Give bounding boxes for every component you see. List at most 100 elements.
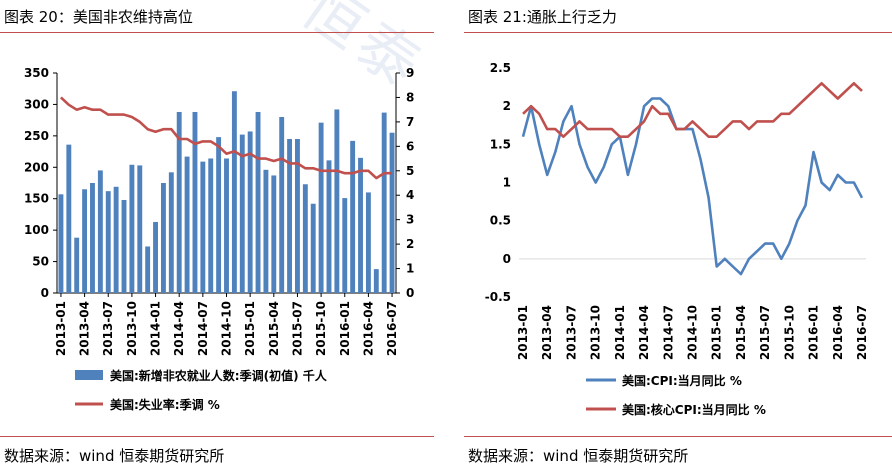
bar [231,91,237,293]
bar [247,131,253,293]
bar [82,189,88,293]
bar [271,175,277,293]
bar [239,134,245,293]
bar [318,122,324,294]
x-tick-label: 2013-07 [101,301,115,356]
legend-label-bar: 美国:新增非农就业人数:季调(初值) 千人 [110,368,328,383]
x-tick-label: 2015-04 [267,301,281,356]
x-tick-label: 2016-01 [338,301,352,356]
x-tick-label: 2015-10 [314,301,328,356]
bar [389,132,395,293]
y2-tick-label: 2 [406,237,414,251]
bar [350,140,356,293]
y-tick-label: 300 [24,97,49,111]
bar [334,109,340,293]
bar [302,184,308,293]
left-top-rule [0,32,434,33]
y-tick-label: 0 [503,252,511,266]
y2-tick-label: 5 [406,164,414,178]
x-tick-label: 2015-07 [290,301,304,356]
x-tick-label: 2013-01 [516,305,530,360]
bar [168,172,174,293]
bar [97,170,103,293]
x-tick-label: 2014-07 [661,305,675,360]
x-tick-label: 2015-01 [710,305,724,360]
x-tick-label: 2014-04 [637,305,651,360]
y2-tick-label: 0 [406,286,414,300]
left-source: 数据来源：wind 恒泰期货研究所 [4,447,225,465]
bar [263,169,269,293]
bar [310,203,316,293]
left-chart: 0 50 100 150 200 250 300 350 0 1 2 3 4 5 6 7 8 9 2013-01 20… [24,66,414,412]
y-tick-label: 50 [32,255,49,269]
bar [255,111,261,293]
y-tick-label: 350 [24,66,49,80]
x-tick-label: 2014-01 [149,301,163,356]
bar [121,199,127,293]
x-tick-label: 2014-04 [172,301,186,356]
bar [287,139,293,293]
bar [326,160,332,293]
y2-tick-label: 1 [406,262,414,276]
bar [90,183,95,293]
bar [224,158,229,293]
y2-tick-label: 7 [406,115,414,129]
bar [137,165,143,293]
core-cpi-line [522,81,863,138]
x-tick-label: 2014-07 [196,301,210,356]
bar [160,183,166,293]
y-tick-label: -0.5 [485,290,511,304]
x-tick-label: 2013-07 [564,305,578,360]
bar [295,139,300,293]
x-tick-label: 2013-04 [540,305,554,360]
x-tick-label: 2016-04 [361,301,375,356]
bar [74,237,80,293]
y-tick-label: 2 [503,99,511,113]
x-tick-label: 2015-07 [758,305,772,360]
x-tick-label: 2013-10 [589,305,603,360]
bar [381,112,387,293]
legend-label-cpi: 美国:CPI:当月同比 % [622,373,742,388]
y-tick-label: 1 [503,176,511,190]
y-tick-label: 0 [41,286,49,300]
y-tick-label: 1.5 [490,137,511,151]
y-tick-label: 0.5 [490,214,511,228]
y2-tick-label: 4 [406,188,414,202]
x-tick-label: 2013-10 [125,301,139,356]
x-tick-label: 2014-01 [613,305,627,360]
y-tick-label: 250 [24,129,49,143]
cpi-line [521,97,864,276]
x-tick-label: 2015-01 [243,301,257,356]
bar [365,192,371,293]
bar [113,186,119,293]
left-chart-title: 图表 20：美国非农维持高位 [4,8,193,26]
legend-label-core-cpi: 美国:核心CPI:当月同比 % [622,402,766,417]
x-tick-label: 2013-01 [54,301,68,356]
right-top-rule [464,32,892,33]
bar [200,161,206,293]
y-tick-label: 200 [24,160,49,174]
legend-label-line: 美国:失业率:季调 % [110,397,220,412]
legend-swatch-bar [75,370,103,380]
bar [208,158,214,293]
x-tick-label: 2014-10 [686,305,700,360]
bar [184,156,190,293]
bar [216,137,222,293]
right-source: 数据来源：wind 恒泰期货研究所 [468,447,689,465]
bar [342,198,348,293]
x-tick-label: 2015-04 [734,305,748,360]
bar [153,221,158,293]
y-tick-label: 150 [24,192,49,206]
y2-tick-label: 6 [406,139,414,153]
y2-tick-label: 9 [406,66,414,80]
right-chart: -0.5 0 0.5 1 1.5 2 2.5 2013-01 2013-04 2013-07 201… [485,61,869,417]
bar [105,191,111,293]
bar [176,111,182,293]
x-tick-label: 2013-04 [78,301,92,356]
bar [66,144,72,293]
bar [373,269,379,293]
left-bottom-rule [0,436,434,437]
bar [192,111,198,293]
x-tick-label: 2015-10 [782,305,796,360]
y-tick-label: 2.5 [490,61,511,75]
